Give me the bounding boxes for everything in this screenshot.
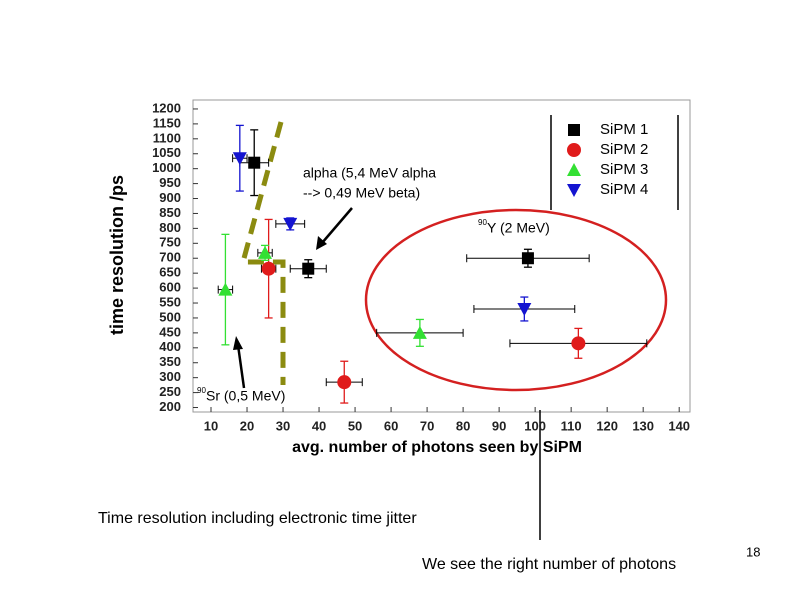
marker (232, 152, 247, 166)
page-number: 18 (746, 544, 760, 559)
x-tick-label: 130 (632, 418, 654, 433)
guide-line (239, 121, 286, 385)
y-tick-label: 400 (159, 339, 181, 354)
marker (302, 262, 315, 275)
y-tick-label: 500 (159, 309, 181, 324)
y-tick-label: 900 (159, 190, 181, 205)
x-tick-label: 140 (668, 418, 690, 433)
x-tick-label: 90 (492, 418, 506, 433)
marker (261, 261, 276, 276)
marker (283, 217, 298, 231)
x-tick-label: 80 (456, 418, 470, 433)
y-tick-label: 600 (159, 280, 181, 295)
marker (248, 156, 261, 169)
y-tick-label: 350 (159, 354, 181, 369)
y-tick-label: 1050 (152, 145, 181, 160)
y-tick-label: 850 (159, 205, 181, 220)
annotation-sup: 90 (197, 386, 206, 395)
x-tick-label: 40 (312, 418, 326, 433)
x-tick-label: 110 (561, 418, 582, 433)
x-tick-label: 10 (204, 418, 218, 433)
y-tick-label: 1000 (152, 160, 181, 175)
y-tick-label: 650 (159, 265, 181, 280)
legend-marker (567, 184, 581, 197)
x-tick-label: 50 (348, 418, 362, 433)
arrowhead (233, 336, 243, 350)
x-tick-label: 60 (384, 418, 398, 433)
note: We see the right number of photons (422, 556, 676, 573)
annotation: alpha (5,4 MeV alpha (303, 165, 436, 181)
y-tick-label: 450 (159, 324, 181, 339)
arrow (236, 344, 246, 389)
y-tick-label: 800 (159, 220, 181, 235)
legend-marker (567, 163, 581, 176)
legend-label: SiPM 4 (600, 181, 648, 198)
y-tick-label: 1200 (152, 100, 181, 115)
y-tick-label: 250 (159, 384, 181, 399)
legend-label: SiPM 2 (600, 141, 648, 158)
legend-marker (567, 143, 581, 157)
plot-frame (192, 99, 691, 413)
legend-label: SiPM 1 (600, 121, 648, 138)
y-tick-label: 550 (159, 294, 181, 309)
y-tick-label: 1100 (153, 130, 181, 145)
marker (571, 336, 586, 351)
legend-label: SiPM 3 (600, 161, 648, 178)
x-tick-label: 120 (596, 418, 618, 433)
annotation: Y (2 MeV) (487, 220, 550, 236)
x-tick-label: 30 (276, 418, 290, 433)
marker (521, 252, 534, 265)
annotation-sup: 90 (478, 218, 487, 227)
x-tick-label: 70 (420, 418, 434, 433)
y-tick-label: 700 (159, 250, 181, 265)
legend-marker (568, 124, 580, 136)
y-tick-label: 300 (159, 369, 181, 384)
y-tick-label: 200 (159, 399, 181, 414)
annotation: --> 0,49 MeV beta) (303, 185, 420, 201)
highlight-ellipse (364, 208, 668, 392)
y-axis-title: time resolution /ps (107, 175, 127, 335)
x-axis-title: avg. number of photons seen by SiPM (292, 439, 582, 456)
y-tick-label: 1150 (153, 115, 181, 130)
caption: Time resolution including electronic tim… (98, 510, 417, 527)
marker (218, 282, 233, 296)
marker (258, 245, 273, 259)
marker (337, 375, 352, 390)
y-tick-label: 950 (159, 175, 181, 190)
arrow (321, 207, 353, 244)
arrowhead (316, 236, 327, 250)
marker (517, 302, 532, 316)
annotation: Sr (0,5 MeV) (206, 388, 285, 404)
x-tick-label: 100 (524, 418, 546, 433)
x-tick-label: 20 (240, 418, 254, 433)
marker (412, 325, 427, 339)
y-tick-label: 750 (159, 235, 181, 250)
